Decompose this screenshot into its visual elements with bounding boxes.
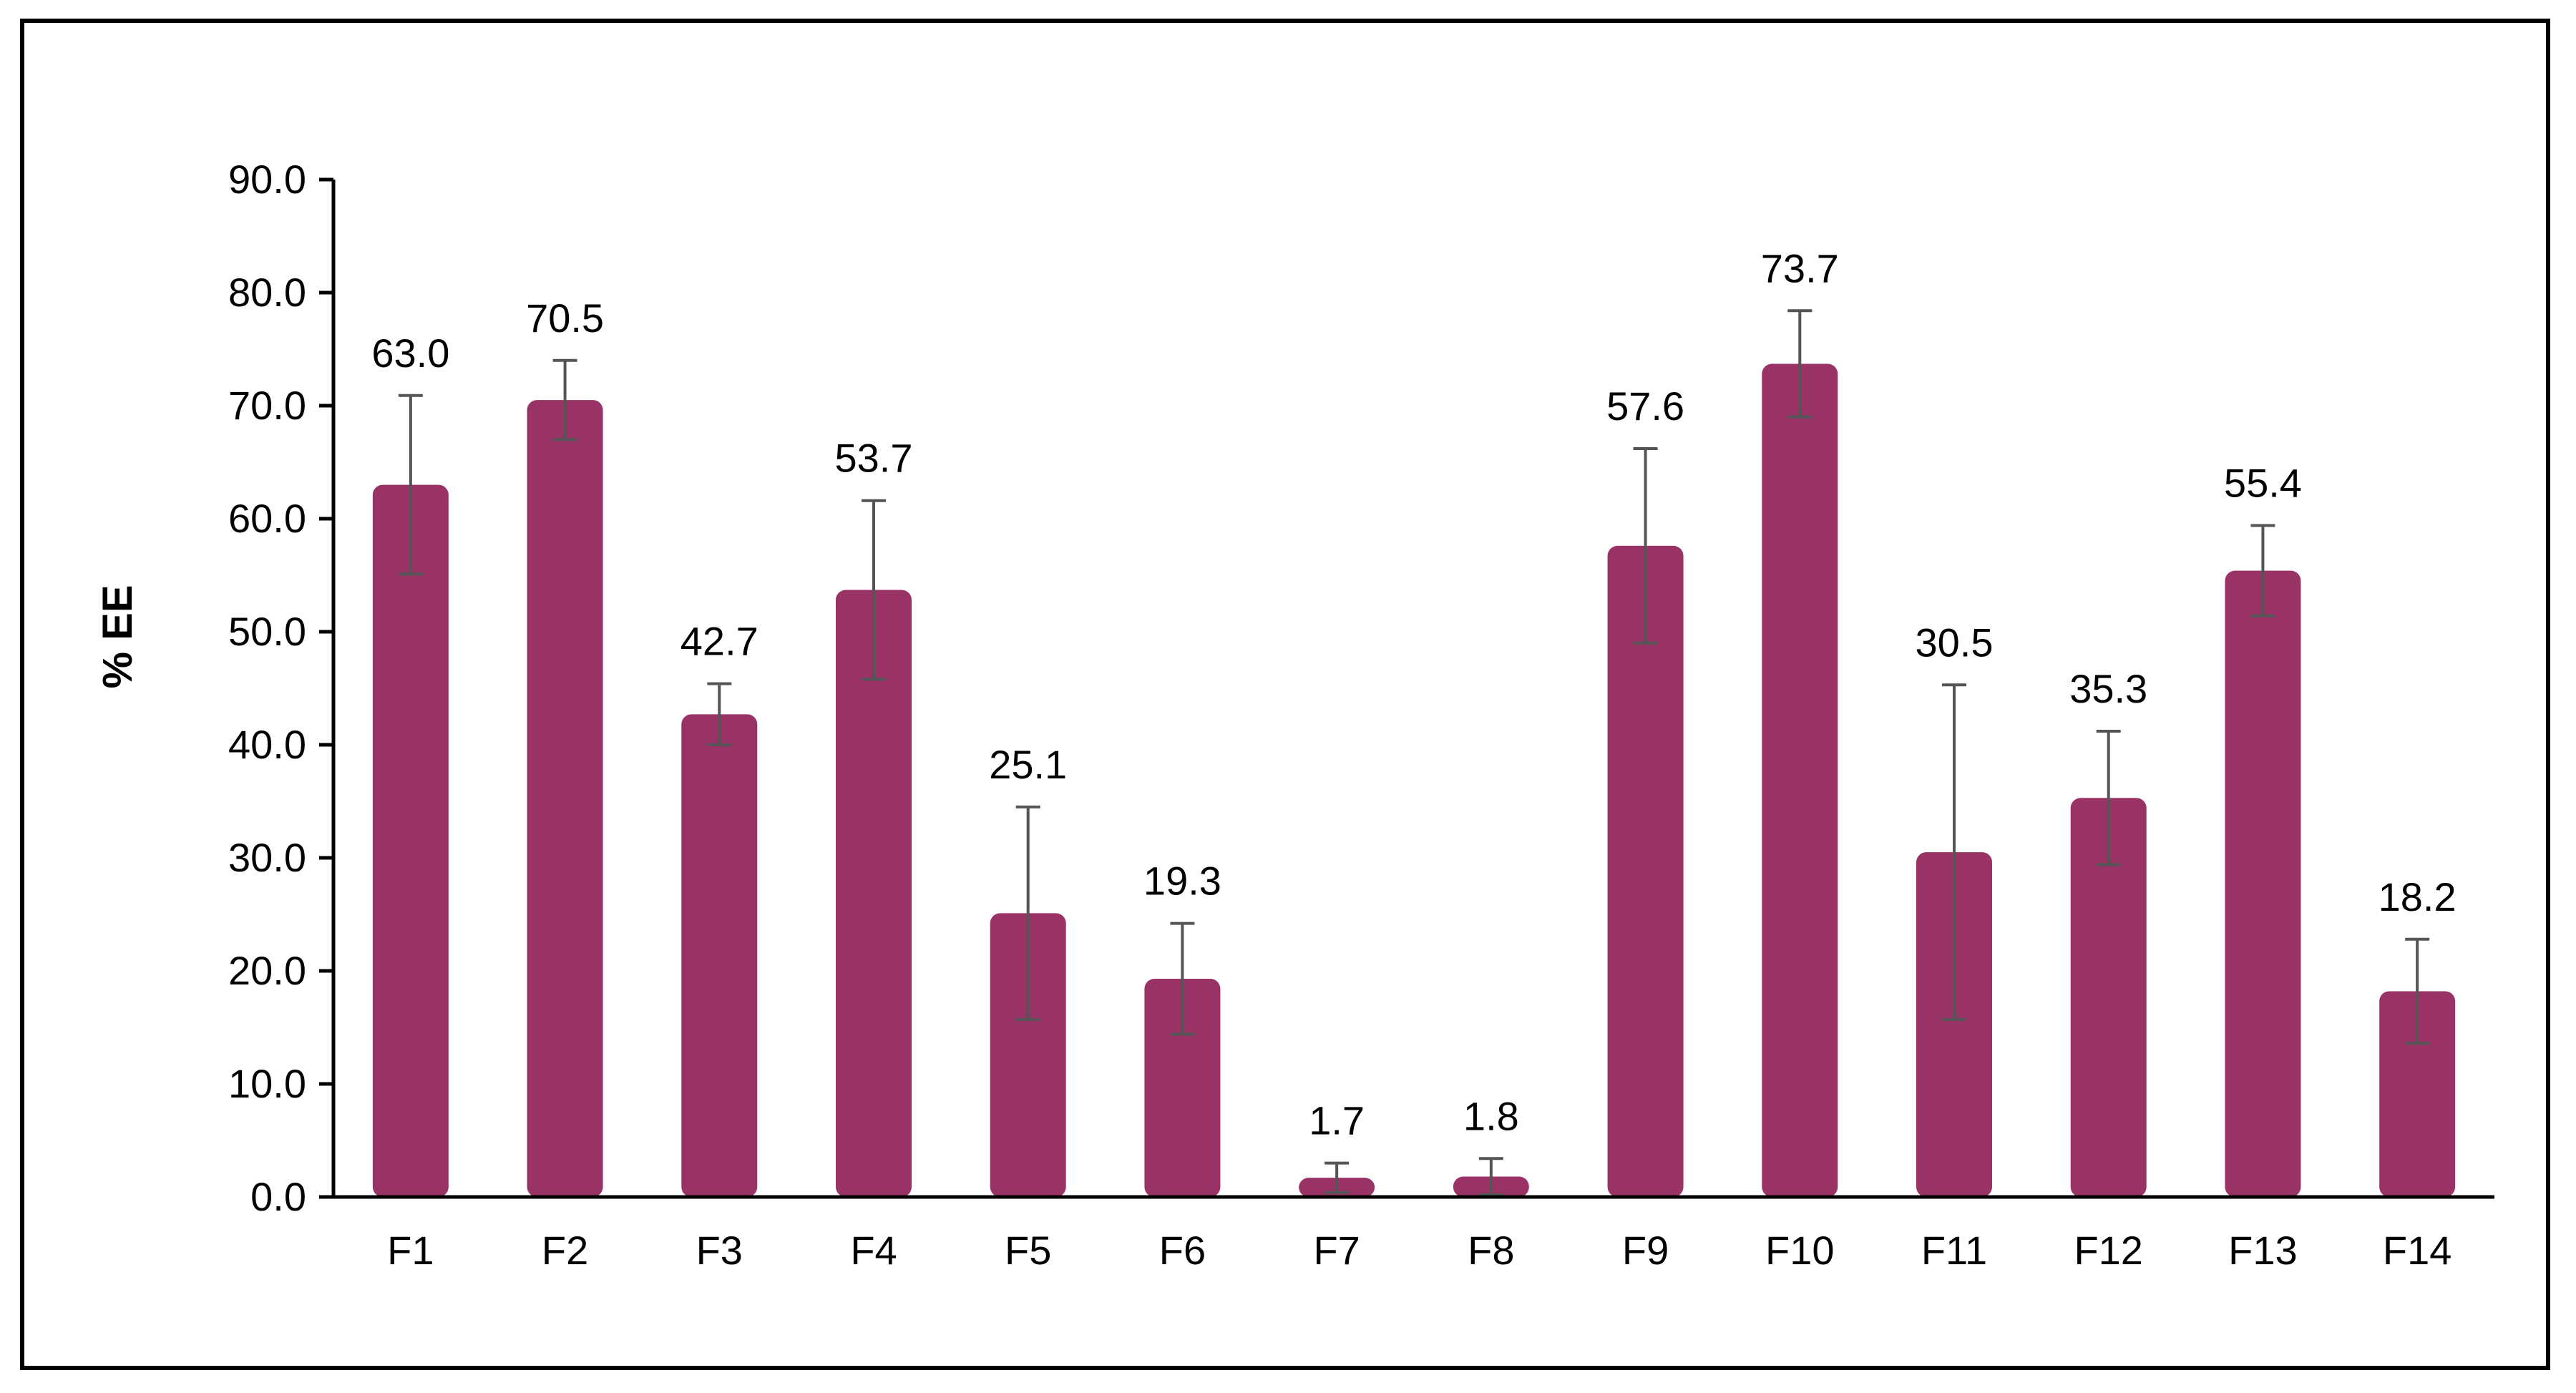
error-bars-layer xyxy=(398,309,2430,1196)
bar-F1 xyxy=(372,484,449,1197)
x-tick-label-F10: F10 xyxy=(1765,1228,1835,1273)
x-tick-label-F5: F5 xyxy=(1005,1228,1051,1273)
bar-chart: 63.0 70.5 42.7 53.7 25.1 19.3 1.7 1.8 57.6 73.7 30… xyxy=(94,157,2494,1273)
value-label-F4: 53.7 xyxy=(835,436,913,481)
bar-F3 xyxy=(681,714,758,1197)
y-tick-label-1: 10.0 xyxy=(228,1061,306,1106)
y-tick-label-7: 70.0 xyxy=(228,383,306,428)
bar-F4 xyxy=(836,590,912,1197)
chart-frame: 63.0 70.5 42.7 53.7 25.1 19.3 1.7 1.8 57.6 73.7 30… xyxy=(20,19,2550,1370)
y-tick-label-6: 60.0 xyxy=(228,496,306,541)
value-label-F6: 19.3 xyxy=(1143,859,1221,904)
bar-F2 xyxy=(527,400,603,1197)
value-label-F8: 1.8 xyxy=(1463,1093,1519,1138)
value-label-F12: 35.3 xyxy=(2069,666,2147,711)
value-label-F11: 30.5 xyxy=(1916,620,1994,665)
y-tick-label-4: 40.0 xyxy=(228,722,306,767)
value-labels-layer: 63.0 70.5 42.7 53.7 25.1 19.3 1.7 1.8 57.6 73.7 30… xyxy=(371,245,2456,1143)
bar-F11 xyxy=(1916,852,1992,1197)
y-tick-label-3: 30.0 xyxy=(228,835,306,880)
x-tick-label-F8: F8 xyxy=(1468,1228,1514,1273)
x-tick-label-F6: F6 xyxy=(1159,1228,1206,1273)
y-tick-label-9: 90.0 xyxy=(228,157,306,202)
axes-layer: F1 F2 F3 F4 F5 F6 F7 F8 F9 F10 F11 F12 F13 F14 0.0 10.0… xyxy=(228,157,2494,1273)
value-label-F9: 57.6 xyxy=(1606,383,1684,429)
x-tick-label-F1: F1 xyxy=(387,1228,434,1273)
bar-F12 xyxy=(2070,798,2147,1197)
bar-F6 xyxy=(1144,979,1221,1197)
x-tick-label-F2: F2 xyxy=(542,1228,588,1273)
value-label-F13: 55.4 xyxy=(2224,460,2302,505)
value-label-F3: 42.7 xyxy=(680,619,758,664)
x-tick-label-F3: F3 xyxy=(696,1228,743,1273)
value-label-F7: 1.7 xyxy=(1309,1098,1365,1143)
bars-layer xyxy=(372,363,2456,1197)
x-tick-label-F4: F4 xyxy=(850,1228,897,1273)
y-tick-label-0: 0.0 xyxy=(250,1174,306,1219)
bar-F10 xyxy=(1762,363,1838,1197)
x-tick-label-F9: F9 xyxy=(1622,1228,1669,1273)
value-label-F1: 63.0 xyxy=(371,331,449,376)
value-label-F10: 73.7 xyxy=(1761,245,1839,290)
value-label-F5: 25.1 xyxy=(989,742,1067,787)
x-tick-label-F13: F13 xyxy=(2228,1228,2298,1273)
bar-F14 xyxy=(2379,991,2456,1197)
value-label-F2: 70.5 xyxy=(526,295,604,341)
y-axis-label: % EE xyxy=(94,585,141,688)
bar-F13 xyxy=(2225,570,2301,1197)
y-tick-label-5: 50.0 xyxy=(228,609,306,654)
y-tick-label-2: 20.0 xyxy=(228,948,306,993)
bar-F5 xyxy=(990,913,1066,1197)
bar-F9 xyxy=(1607,545,1684,1197)
y-tick-label-8: 80.0 xyxy=(228,270,306,315)
x-tick-label-F11: F11 xyxy=(1921,1228,1987,1273)
x-tick-label-F12: F12 xyxy=(2074,1228,2143,1273)
x-tick-label-F14: F14 xyxy=(2383,1228,2452,1273)
x-tick-label-F7: F7 xyxy=(1313,1228,1360,1273)
value-label-F14: 18.2 xyxy=(2379,874,2457,919)
